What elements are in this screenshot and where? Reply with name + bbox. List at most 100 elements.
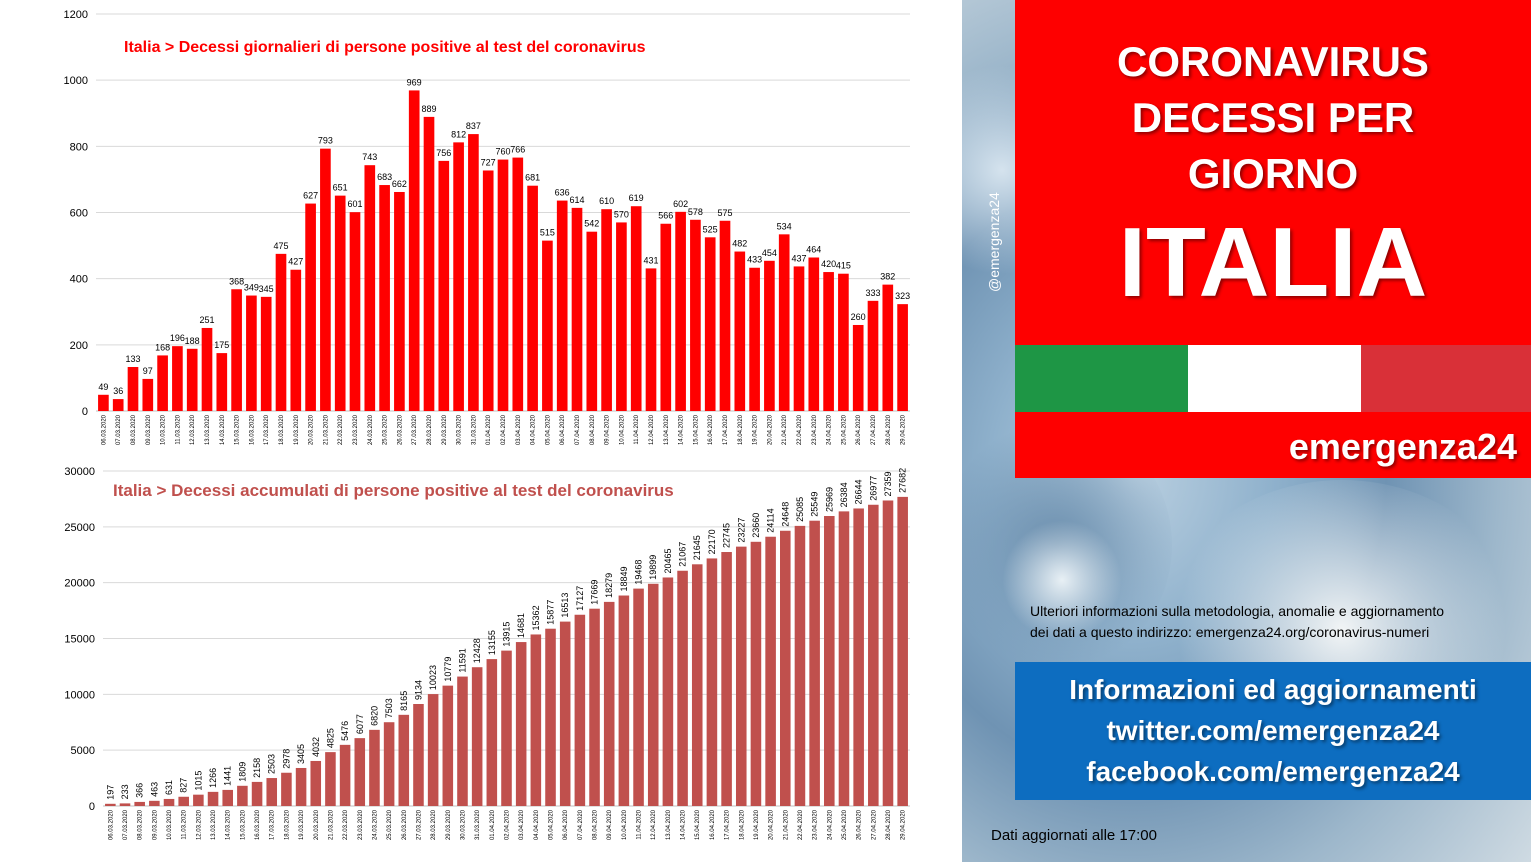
bar: [734, 251, 746, 411]
bar: [423, 116, 435, 412]
y-tick-label: 0: [89, 801, 95, 813]
bar: [645, 268, 657, 411]
x-tick-label: 23.04.2020: [812, 414, 818, 445]
bar: [290, 269, 302, 411]
y-tick-label: 800: [70, 141, 88, 153]
bar: [379, 185, 390, 411]
bar: [706, 558, 718, 806]
decor-shape: [1002, 520, 1122, 640]
bar: [142, 378, 154, 411]
x-tick-label: 28.04.2020: [886, 809, 892, 840]
bar: [231, 289, 242, 411]
x-tick-label: 16.03.2020: [249, 414, 255, 445]
x-tick-label: 23.03.2020: [358, 809, 364, 840]
data-label: 1015: [193, 771, 203, 791]
daily-deaths-chart: Italia > Decessi giornalieri di persone …: [64, 9, 911, 445]
x-tick-label: 14.04.2020: [681, 809, 687, 840]
data-label: 463: [149, 782, 159, 797]
note-line: dei dati a questo indirizzo: emergenza24…: [1030, 624, 1430, 640]
bar: [779, 530, 791, 806]
facebook-link[interactable]: facebook.com/emergenza24: [1086, 756, 1460, 787]
social-handle: @emergenza24: [986, 192, 1002, 292]
data-label: 575: [717, 208, 732, 218]
data-label: 175: [214, 340, 229, 350]
data-label: 7503: [384, 698, 394, 718]
data-label: 683: [377, 172, 392, 182]
data-label: 8165: [399, 691, 409, 711]
x-tick-label: 08.03.2020: [138, 809, 144, 840]
twitter-link[interactable]: twitter.com/emergenza24: [1106, 715, 1440, 746]
data-label: 5476: [340, 721, 350, 741]
data-label: 10023: [428, 665, 438, 690]
x-tick-label: 18.04.2020: [738, 414, 744, 445]
bar: [586, 231, 598, 411]
bar: [691, 564, 703, 806]
data-label: 475: [273, 241, 288, 251]
bar: [501, 650, 512, 806]
data-label: 631: [164, 780, 174, 795]
x-tick-label: 07.04.2020: [575, 414, 581, 445]
bar: [369, 729, 380, 806]
x-tick-label: 24.03.2020: [372, 809, 378, 840]
x-tick-label: 22.04.2020: [797, 414, 803, 445]
x-tick-label: 12.03.2020: [196, 809, 202, 840]
data-label: 619: [629, 193, 644, 203]
data-label: 6820: [369, 706, 379, 726]
data-label: 13915: [502, 622, 512, 647]
x-tick-label: 19.04.2020: [754, 809, 760, 840]
bar: [793, 266, 805, 411]
data-label: 26644: [854, 479, 864, 504]
bar: [134, 801, 145, 806]
bar: [647, 583, 659, 806]
x-tick-label: 11.03.2020: [182, 809, 188, 839]
bar: [349, 212, 361, 411]
data-label: 349: [244, 283, 259, 293]
data-label: 36: [113, 386, 123, 396]
x-tick-label: 19.03.2020: [299, 809, 305, 840]
data-label: 542: [584, 219, 599, 229]
x-tick-label: 19.03.2020: [294, 414, 300, 445]
x-tick-label: 12.03.2020: [190, 414, 196, 445]
bar: [193, 794, 204, 806]
x-tick-label: 28.04.2020: [886, 414, 892, 445]
bar: [453, 142, 464, 411]
x-tick-label: 27.03.2020: [412, 414, 418, 445]
data-label: 133: [125, 354, 140, 364]
x-tick-label: 06.04.2020: [563, 809, 569, 840]
bar: [704, 237, 716, 411]
data-label: 23660: [751, 513, 761, 538]
x-tick-label: 23.04.2020: [813, 809, 819, 840]
data-label: 4032: [311, 737, 321, 757]
data-label: 427: [288, 257, 303, 267]
headline-line: CORONAVIRUS: [1117, 38, 1429, 85]
x-tick-label: 02.04.2020: [501, 414, 507, 445]
bar: [482, 170, 494, 411]
x-tick-label: 24.04.2020: [827, 809, 833, 840]
data-label: 260: [851, 312, 866, 322]
bar: [251, 781, 263, 806]
chart-title: Italia > Decessi accumulati di persone p…: [113, 481, 674, 500]
bar: [163, 798, 175, 806]
x-tick-label: 25.04.2020: [842, 809, 848, 840]
x-tick-label: 29.04.2020: [901, 414, 907, 445]
bar: [98, 394, 109, 411]
x-tick-label: 04.04.2020: [534, 809, 540, 840]
data-label: 454: [762, 248, 777, 258]
bar: [398, 714, 410, 806]
bar: [216, 353, 228, 411]
x-tick-label: 16.03.2020: [255, 809, 261, 840]
x-tick-label: 17.03.2020: [270, 809, 276, 840]
x-tick-label: 27.04.2020: [871, 414, 877, 445]
data-label: 21067: [678, 542, 688, 567]
data-label: 431: [643, 255, 658, 265]
bar: [589, 608, 600, 806]
x-tick-label: 21.03.2020: [328, 809, 334, 840]
data-label: 6077: [355, 714, 365, 734]
x-tick-label: 16.04.2020: [710, 809, 716, 840]
data-label: 21645: [692, 535, 702, 560]
data-label: 3405: [296, 744, 306, 764]
data-label: 368: [229, 276, 244, 286]
x-tick-label: 20.03.2020: [314, 809, 320, 840]
bar: [149, 800, 160, 806]
bar: [178, 796, 189, 806]
